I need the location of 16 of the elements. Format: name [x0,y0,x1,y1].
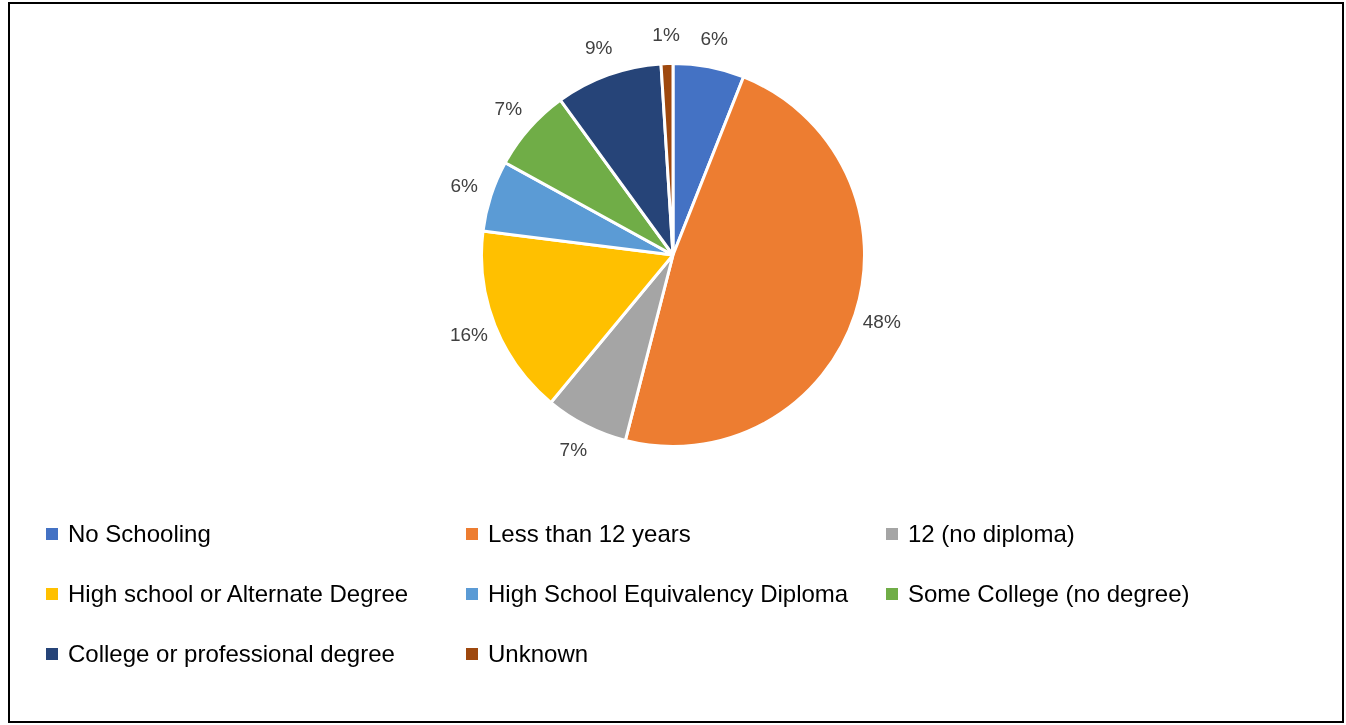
legend-label: High School Equivalency Diploma [488,580,849,608]
legend-label: Some College (no degree) [908,580,1190,608]
legend-label: Unknown [488,640,589,668]
data-label: 7% [559,438,588,460]
legend-label: 12 (no diploma) [908,520,1075,548]
legend-label: No Schooling [68,520,211,548]
data-label: 7% [494,98,523,120]
legend-label: High school or Alternate Degree [68,580,409,608]
data-label: 1% [652,23,680,45]
legend-label: Less than 12 years [488,520,691,548]
data-label: 16% [449,324,489,346]
data-label: 48% [862,311,901,333]
data-label: 6% [700,27,728,49]
data-label: 6% [450,175,479,197]
data-label: 9% [584,36,613,58]
legend-label: College or professional degree [68,640,395,668]
